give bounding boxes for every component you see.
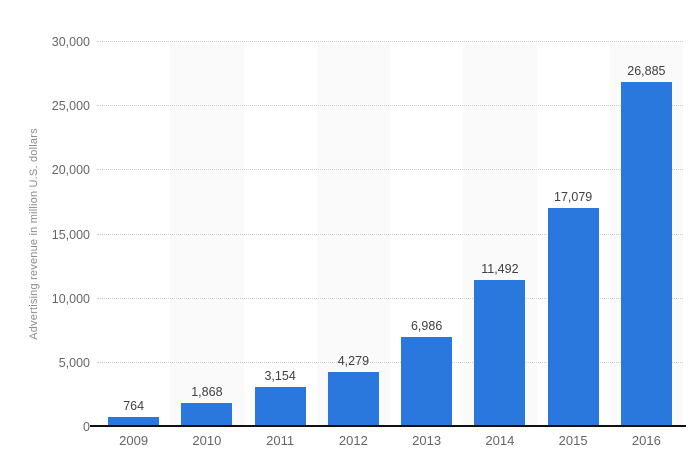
gridline-15000 — [97, 233, 683, 235]
bar-value-label-2012: 4,279 — [337, 354, 370, 369]
y-tick-label-25000: 25,000 — [51, 99, 90, 114]
x-tick-label-2012: 2012 — [338, 433, 368, 448]
x-tick-label-2014: 2014 — [485, 433, 515, 448]
column-stripe-2010 — [170, 42, 244, 427]
x-tick-label-2009: 2009 — [119, 433, 149, 448]
x-axis-line — [90, 425, 686, 427]
plot-area: 764 1,868 3,154 4,279 6,986 11,492 17,079 26,88… — [97, 41, 683, 427]
bar-2012[interactable] — [327, 372, 379, 427]
bar-2011[interactable] — [254, 386, 306, 427]
column-stripe-2012 — [316, 42, 390, 427]
x-tick-label-2010: 2010 — [192, 433, 222, 448]
x-tick-label-2013: 2013 — [412, 433, 442, 448]
y-tick-label-20000: 20,000 — [51, 163, 90, 178]
bar-2009[interactable] — [108, 417, 160, 427]
gridline-10000 — [97, 297, 683, 299]
x-tick-label-2011: 2011 — [266, 433, 295, 448]
bar-value-label-2011: 3,154 — [264, 368, 296, 383]
x-tick-label-2016: 2016 — [631, 433, 661, 448]
y-tick-label-0: 0 — [83, 420, 90, 434]
x-tick-label-2015: 2015 — [558, 433, 588, 448]
y-tick-label-5000: 5,000 — [58, 355, 90, 370]
gridline-25000 — [97, 105, 683, 107]
gridline-20000 — [97, 169, 683, 171]
y-tick-label-30000: 30,000 — [51, 35, 90, 49]
bar-value-label-2014: 11,492 — [481, 261, 519, 276]
y-tick-label-15000: 15,000 — [51, 227, 90, 242]
bar-value-label-2009: 764 — [123, 399, 145, 414]
gridline-30000 — [97, 41, 683, 42]
y-tick-label-10000: 10,000 — [51, 291, 90, 306]
bar-value-label-2016: 26,885 — [627, 63, 666, 78]
bar-2016[interactable] — [620, 81, 672, 427]
bar-2014[interactable] — [474, 279, 526, 427]
bar-2015[interactable] — [547, 207, 599, 427]
gridline-5000 — [97, 361, 683, 363]
bar-2010[interactable] — [181, 403, 233, 427]
bar-value-label-2013: 6,986 — [410, 319, 443, 334]
bar-2013[interactable] — [401, 337, 453, 427]
bar-value-label-2010: 1,868 — [191, 385, 223, 400]
bar-value-label-2015: 17,079 — [554, 189, 593, 204]
